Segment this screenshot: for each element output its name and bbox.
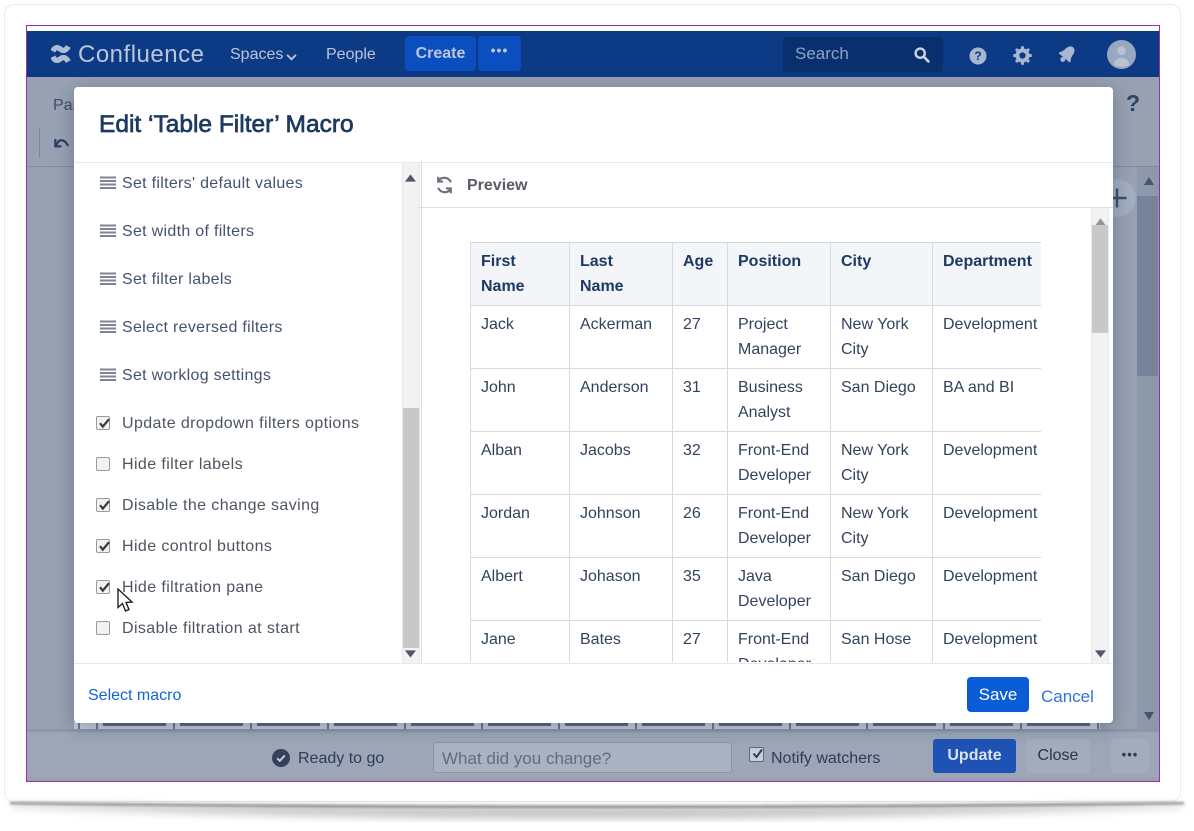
svg-text:?: ? xyxy=(974,49,981,63)
